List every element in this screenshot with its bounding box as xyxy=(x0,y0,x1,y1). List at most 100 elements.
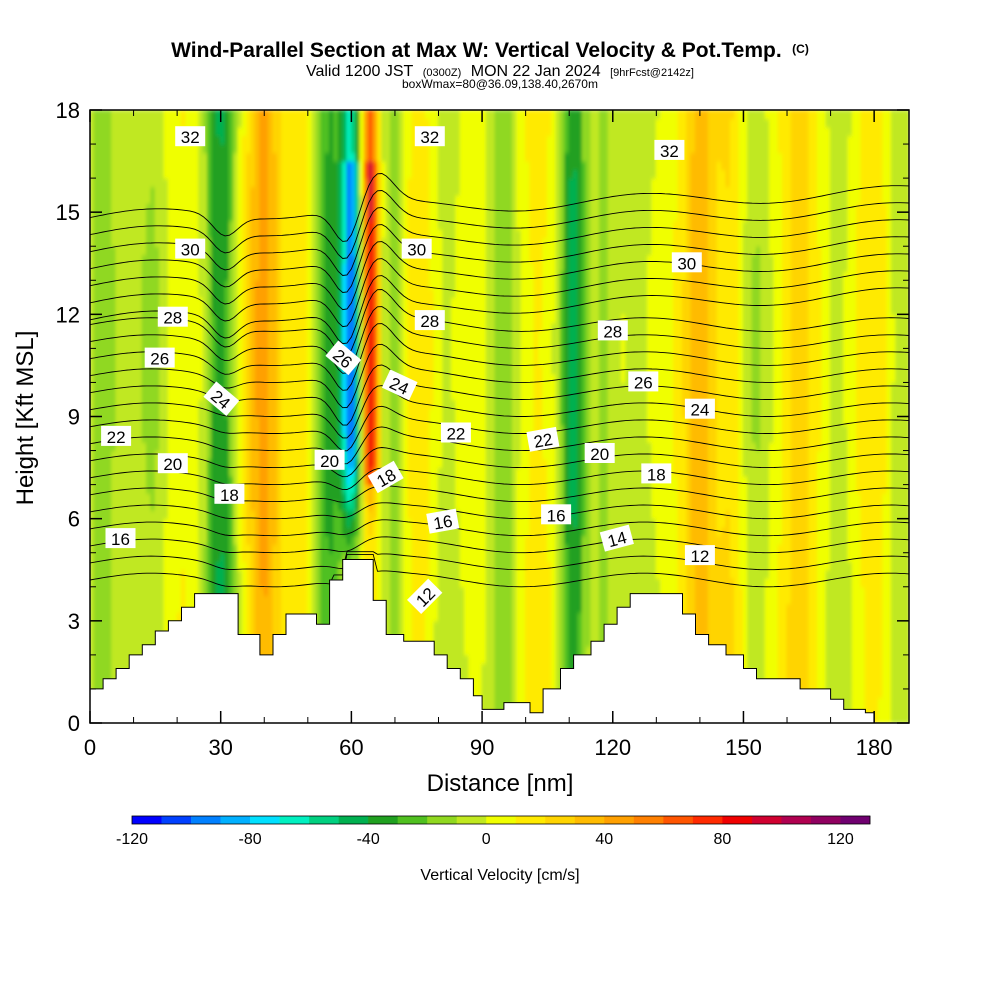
y-tick-label: 3 xyxy=(68,609,80,634)
theta-label-text: 12 xyxy=(690,547,709,566)
colorbar-swatch xyxy=(840,816,871,824)
theta-label: 20 xyxy=(157,453,188,474)
theta-label-text: 30 xyxy=(407,241,426,260)
chart-subtitle: Valid 1200 JST (0300Z) MON 22 Jan 2024 [… xyxy=(306,63,694,80)
theta-label-text: 32 xyxy=(660,142,679,161)
colorbar-tick-label: 0 xyxy=(482,831,491,848)
x-axis-label: Distance [nm] xyxy=(427,770,574,797)
x-tick-label: 90 xyxy=(470,735,494,760)
theta-contour xyxy=(90,173,909,242)
theta-label-text: 28 xyxy=(163,309,182,328)
theta-contour xyxy=(90,343,909,409)
y-tick-label: 6 xyxy=(68,507,80,532)
theta-contour xyxy=(90,224,909,293)
colorbar-swatch xyxy=(397,816,428,824)
theta-label: 12 xyxy=(407,578,443,614)
colorbar-swatch xyxy=(633,816,664,824)
chart-title: Wind-Parallel Section at Max W: Vertical… xyxy=(171,39,809,62)
theta-label-text: 22 xyxy=(107,428,126,447)
theta-label: 32 xyxy=(654,139,685,161)
colorbar-tick-label: -80 xyxy=(239,831,262,848)
colorbar-swatch xyxy=(574,816,605,824)
colorbar-swatch xyxy=(810,816,841,824)
colorbar-swatch xyxy=(161,816,192,824)
theta-label-text: 20 xyxy=(590,445,609,464)
theta-label: 32 xyxy=(175,126,206,147)
theta-contour xyxy=(90,502,909,520)
theta-label: 24 xyxy=(684,398,715,420)
theta-label: 20 xyxy=(314,449,345,471)
theta-label: 16 xyxy=(426,508,460,534)
potential-temperature-contours xyxy=(90,173,909,588)
colorbar-tick-label: -40 xyxy=(357,831,380,848)
colorbar-swatch xyxy=(781,816,812,824)
colorbar-swatch xyxy=(604,816,635,824)
colorbar-swatch xyxy=(132,816,162,824)
theta-label: 16 xyxy=(105,528,136,549)
terrain xyxy=(90,559,909,723)
x-tick-label: 120 xyxy=(594,735,631,760)
colorbar-tick-label: 40 xyxy=(595,831,613,848)
colorbar-swatch xyxy=(751,816,782,824)
theta-contour xyxy=(90,426,909,465)
y-tick-label: 12 xyxy=(56,302,80,327)
theta-label: 32 xyxy=(414,126,445,147)
y-tick-label: 18 xyxy=(56,98,80,123)
colorbar-swatch xyxy=(309,816,339,824)
colorbar-swatch xyxy=(545,816,576,824)
theta-label-text: 20 xyxy=(320,452,339,471)
colorbar-swatch xyxy=(486,816,517,824)
colorbar-swatch xyxy=(692,816,723,824)
colorbar-swatch xyxy=(250,816,280,824)
colorbar-tick-label: 80 xyxy=(714,831,732,848)
theta-label-text: 14 xyxy=(606,528,629,551)
theta-label-text: 24 xyxy=(690,401,709,420)
theta-label-text: 32 xyxy=(181,128,200,147)
theta-label-text: 16 xyxy=(111,530,130,549)
theta-contour xyxy=(90,190,909,259)
colorbar-swatch xyxy=(427,816,458,824)
colorbar-swatch xyxy=(456,816,487,824)
theta-label-text: 32 xyxy=(420,128,439,147)
y-tick-label: 15 xyxy=(56,200,80,225)
theta-label: 18 xyxy=(641,463,672,484)
theta-label: 22 xyxy=(101,425,132,447)
theta-label: 26 xyxy=(628,371,659,392)
theta-label: 26 xyxy=(144,347,175,369)
y-axis-label: Height [Kft MSL] xyxy=(12,331,39,506)
theta-contour xyxy=(90,306,909,374)
x-tick-label: 150 xyxy=(725,735,762,760)
theta-contour xyxy=(90,289,909,357)
theta-contour xyxy=(90,553,909,588)
theta-contour xyxy=(90,405,909,452)
colorbar-tick-label: 120 xyxy=(827,831,854,848)
colorbar-swatch xyxy=(191,816,221,824)
y-tick-label: 0 xyxy=(68,711,80,736)
theta-label-text: 18 xyxy=(220,486,239,505)
theta-contour xyxy=(90,385,909,439)
theta-label-text: 22 xyxy=(532,430,554,452)
theta-label: 28 xyxy=(597,320,628,341)
theta-contour xyxy=(90,275,909,345)
colorbar-swatch xyxy=(279,816,310,824)
colorbar-swatch xyxy=(368,816,398,824)
theta-contour xyxy=(90,258,909,328)
theta-label: 18 xyxy=(214,483,245,505)
theta-contour xyxy=(90,207,909,276)
theta-label-text: 30 xyxy=(181,241,200,260)
theta-label: 14 xyxy=(599,524,634,552)
colorbar-swatch xyxy=(663,816,694,824)
y-tick-label: 9 xyxy=(68,405,80,430)
theta-label-text: 18 xyxy=(647,465,666,484)
theta-contour xyxy=(90,536,909,554)
theta-label-text: 16 xyxy=(432,512,454,534)
colorbar-swatch xyxy=(515,816,546,824)
theta-contour xyxy=(90,241,909,311)
x-tick-label: 60 xyxy=(339,735,363,760)
theta-label: 28 xyxy=(157,306,188,328)
theta-label: 30 xyxy=(175,238,206,260)
colorbar-swatch xyxy=(338,816,369,824)
